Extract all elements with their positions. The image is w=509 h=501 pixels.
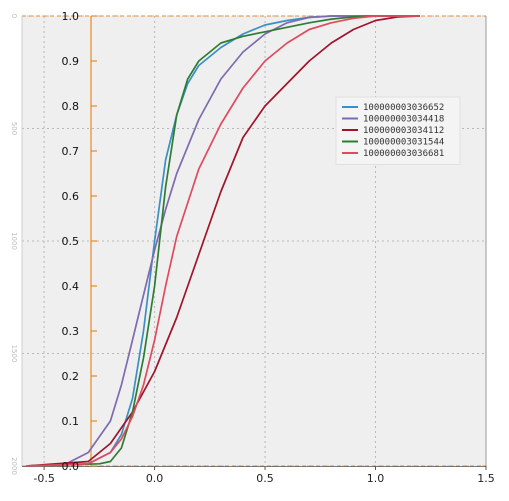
x-tick-label: 0.0	[146, 472, 164, 485]
legend-label: 100000003034418	[363, 115, 444, 125]
y-tick-label: 0.9	[62, 55, 80, 68]
x-tick-label: 1.0	[367, 472, 385, 485]
y-tick-label: 0.1	[62, 415, 80, 428]
legend-label: 100000003036652	[363, 103, 444, 113]
series-line-100000003034112	[26, 15, 420, 467]
legend-label: 100000003036681	[363, 149, 444, 159]
y-tick-label: 0.4	[62, 280, 80, 293]
y-tick-label: 1.0	[62, 10, 80, 23]
legend-label: 100000003031544	[363, 138, 444, 148]
secondary-axis-label: 1000	[10, 232, 18, 250]
y-tick-label: 0.3	[62, 325, 80, 338]
series-line-100000003036681	[26, 15, 420, 467]
axes	[21, 15, 487, 470]
series-line-100000003031544	[26, 15, 420, 467]
x-tick-label: -0.5	[33, 472, 54, 485]
y-tick-label: 0.2	[62, 370, 80, 383]
y-tick-label: 0.6	[62, 190, 80, 203]
secondary-axis-label: 2000	[10, 457, 18, 475]
y-tick-label: 0.8	[62, 100, 80, 113]
secondary-axis-label: 1500	[10, 345, 18, 363]
series-line-100000003034418	[26, 15, 420, 467]
secondary-axis-label: 0	[10, 14, 18, 18]
y-tick-label: 0.0	[62, 460, 80, 473]
secondary-axis: 0 500 1000 1500 2000	[10, 14, 18, 475]
x-tick-label: 1.5	[477, 472, 495, 485]
legend-label: 100000003034112	[363, 126, 444, 136]
y-tick-label: 0.5	[62, 235, 80, 248]
secondary-axis-label: 500	[10, 122, 18, 135]
x-tick-label: 0.5	[256, 472, 274, 485]
legend: 1000000030366521000000030344181000000030…	[335, 96, 461, 165]
y-tick-label: 0.7	[62, 145, 80, 158]
series-lines	[26, 15, 420, 467]
tick-labels: 0.0 0.1 0.2 0.3 0.4 0.5 0.6 0.7 0.8 0.9 1.0 -0.5 0.0…	[33, 10, 494, 485]
